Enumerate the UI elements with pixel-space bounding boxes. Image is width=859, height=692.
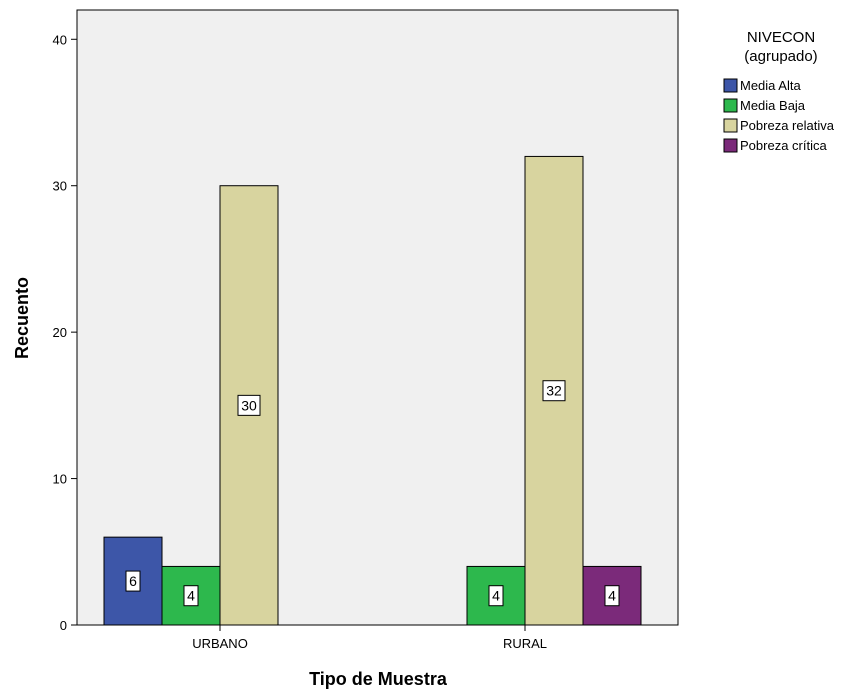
data-label-box [183,585,199,607]
data-label: 4 [492,588,500,604]
legend-entry: Media Alta [740,78,801,93]
y-tick-label: 20 [53,325,67,340]
y-tick-label: 40 [53,32,67,47]
data-label: 32 [546,383,562,399]
legend-swatch [723,118,738,133]
data-label: 4 [608,588,616,604]
x-axis: URBANO RURAL [192,625,547,651]
data-label-box [542,380,566,402]
data-label: 30 [241,397,257,413]
plot-area [76,9,679,626]
data-label: 4 [187,588,195,604]
legend-subtitle: (agrupado) [744,48,817,65]
y-tick-label: 30 [53,179,67,194]
data-label-box [237,394,261,416]
y-tick-label: 0 [60,618,67,633]
legend-swatch [723,138,738,153]
legend-title: NIVECON [747,29,815,46]
y-axis: 0 10 20 30 40 [53,32,77,633]
legend-entry: Media Baja [740,98,806,113]
legend-entry: Pobreza crítica [740,138,827,153]
legend-swatch [723,98,738,113]
legend: NIVECON (agrupado) Media Alta Media Baja Pob… [723,29,835,153]
bars-group [103,155,642,626]
data-label-box [488,585,504,607]
y-axis-title: Recuento [12,277,32,359]
data-label: 6 [129,573,137,589]
legend-entry: Pobreza relativa [740,118,835,133]
x-tick-label: RURAL [503,636,547,651]
y-tick-label: 10 [53,472,67,487]
x-axis-title: Tipo de Muestra [309,669,448,689]
data-labels-group: 6 4 30 4 32 4 [125,380,620,607]
data-label-box [125,570,141,592]
data-label-box [604,585,620,607]
x-tick-label: URBANO [192,636,248,651]
legend-swatch [723,78,738,93]
